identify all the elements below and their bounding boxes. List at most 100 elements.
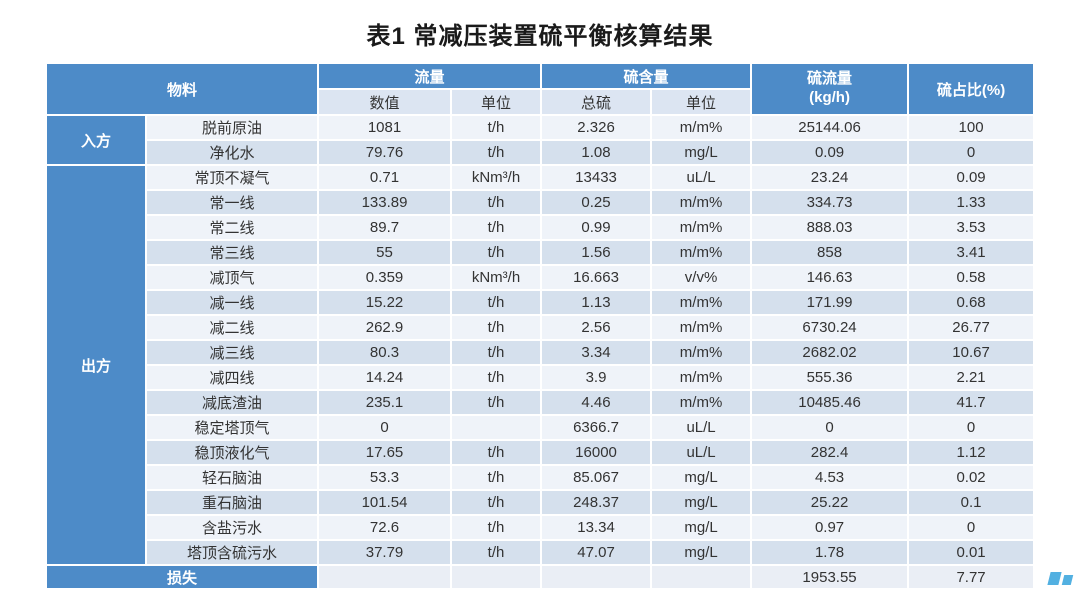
flow-value-cell: 101.54 [317,489,453,516]
sulfur-share-cell: 0.02 [907,464,1036,491]
sulfur-value-cell: 0.25 [540,189,653,216]
sulfur-share-cell: 0.68 [907,289,1036,316]
table-row: 常三线 55 t/h 1.56 m/m% 858 3.41 [46,239,1036,266]
group-cell-input-side: 入方 [45,114,147,166]
table-row: 塔顶含硫污水 37.79 t/h 47.07 mg/L 1.78 0.01 [46,539,1036,566]
sulfur-unit-cell: v/v% [650,264,753,291]
sulfur-unit-cell: mg/L [650,139,753,166]
sulfur-flow-cell: 858 [750,239,910,266]
sulfur-unit-cell: mg/L [650,464,753,491]
sulfur-share-cell: 0 [907,414,1036,441]
flow-value-cell: 0 [317,414,453,441]
flow-value-cell: 15.22 [317,289,453,316]
flow-unit-cell: t/h [450,214,543,241]
table-row: 减顶气 0.359 kNm³/h 16.663 v/v% 146.63 0.58 [46,264,1036,291]
sulfur-value-cell: 3.9 [540,364,653,391]
flow-unit-cell: t/h [450,289,543,316]
sulfur-value-cell: 1.13 [540,289,653,316]
sulfur-share-cell: 10.67 [907,339,1036,366]
sulfur-value-cell: 4.46 [540,389,653,416]
sulfur-unit-cell: mg/L [650,514,753,541]
sulfur-value-cell: 85.067 [540,464,653,491]
material-cell: 常二线 [144,214,320,241]
sulfur-share-cell: 26.77 [907,314,1036,341]
header-flow: 流量 [317,62,543,90]
sulfur-value-cell: 13433 [540,164,653,191]
sulfur-share-cell: 0.1 [907,489,1036,516]
table-row: 稳顶液化气 17.65 t/h 16000 uL/L 282.4 1.12 [46,439,1036,466]
flow-value-cell: 14.24 [317,364,453,391]
material-cell: 减一线 [144,289,320,316]
flow-unit-cell: kNm³/h [450,264,543,291]
sulfur-unit-cell: m/m% [650,339,753,366]
table-row: 常二线 89.7 t/h 0.99 m/m% 888.03 3.53 [46,214,1036,241]
sulfur-value-cell: 3.34 [540,339,653,366]
table-row: 出方 常顶不凝气 0.71 kNm³/h 13433 uL/L 23.24 0.09 [45,164,1036,566]
table-row: 减三线 80.3 t/h 3.34 m/m% 2682.02 10.67 [46,339,1036,366]
sulfur-unit-cell: m/m% [650,389,753,416]
sulfur-value-cell: 1.08 [540,139,653,166]
sulfur-unit-cell: uL/L [650,164,753,191]
material-cell: 轻石脑油 [144,464,320,491]
flow-unit-cell: t/h [450,314,543,341]
sulfur-flow-cell: 4.53 [750,464,910,491]
group-cell-output-side: 出方 [45,164,147,566]
sulfur-flow-cell: 1.78 [750,539,910,566]
sulfur-unit-cell: m/m% [650,364,753,391]
flow-value-cell: 133.89 [317,189,453,216]
sulfur-flow-cell: 25.22 [750,489,910,516]
flow-value-cell [317,564,453,590]
sulfur-share-cell: 0.01 [907,539,1036,566]
material-cell: 减顶气 [144,264,320,291]
flow-unit-cell: t/h [450,539,543,566]
sulfur-flow-cell: 0.09 [750,139,910,166]
sulfur-share-cell: 2.21 [907,364,1036,391]
flow-value-cell: 0.359 [317,264,453,291]
flow-value-cell: 80.3 [317,339,453,366]
sulfur-balance-table: 物料 流量 硫含量 硫流量 (kg/h) 硫占比(%) 数值 单位 总硫 单位 … [44,62,1036,590]
sulfur-share-cell: 0.09 [907,164,1036,191]
sulfur-share-cell: 41.7 [907,389,1036,416]
sulfur-value-cell: 13.34 [540,514,653,541]
footer-row: 损失 1953.55 7.77 [44,564,1036,590]
sulfur-flow-cell: 1953.55 [750,564,910,590]
material-cell: 常一线 [144,189,320,216]
sulfur-value-cell: 2.56 [540,314,653,341]
flow-unit-cell: t/h [450,239,543,266]
sulfur-unit-cell [650,564,753,590]
sulfur-share-cell: 0.58 [907,264,1036,291]
table-row: 轻石脑油 53.3 t/h 85.067 mg/L 4.53 0.02 [46,464,1036,491]
sulfur-unit-cell: m/m% [650,239,753,266]
sulfur-unit-cell: m/m% [650,289,753,316]
sulfur-unit-cell: uL/L [650,439,753,466]
sulfur-flow-cell: 0.97 [750,514,910,541]
material-cell: 减底渣油 [144,389,320,416]
flow-value-cell: 235.1 [317,389,453,416]
header-sulfur-flow: 硫流量 (kg/h) [750,62,910,116]
sulfur-unit-cell: mg/L [650,489,753,516]
sulfur-flow-cell: 171.99 [750,289,910,316]
sulfur-share-cell: 3.41 [907,239,1036,266]
watermark-glyph [1047,572,1062,585]
header-material: 物料 [44,62,320,116]
flow-value-cell: 79.76 [317,139,453,166]
flow-value-cell: 37.79 [317,539,453,566]
sulfur-unit-cell: mg/L [650,539,753,566]
table-row: 稳定塔顶气 0 6366.7 uL/L 0 0 [46,414,1036,441]
material-cell: 减二线 [144,314,320,341]
subheader-flow-unit: 单位 [450,88,543,116]
sulfur-value-cell: 248.37 [540,489,653,516]
flow-unit-cell: t/h [450,389,543,416]
table-row: 重石脑油 101.54 t/h 248.37 mg/L 25.22 0.1 [46,489,1036,516]
flow-unit-cell: t/h [450,489,543,516]
flow-unit-cell: t/h [450,514,543,541]
table-row: 净化水 79.76 t/h 1.08 mg/L 0.09 0 [46,139,1036,166]
flow-unit-cell [450,564,543,590]
flow-unit-cell: t/h [450,439,543,466]
material-cell: 减三线 [144,339,320,366]
header-sulfur-flow-line1: 硫流量 [807,70,853,88]
sulfur-flow-cell: 334.73 [750,189,910,216]
sulfur-value-cell [540,564,653,590]
sulfur-flow-cell: 25144.06 [750,114,910,141]
header-row-2: 数值 单位 总硫 单位 [46,88,1034,116]
